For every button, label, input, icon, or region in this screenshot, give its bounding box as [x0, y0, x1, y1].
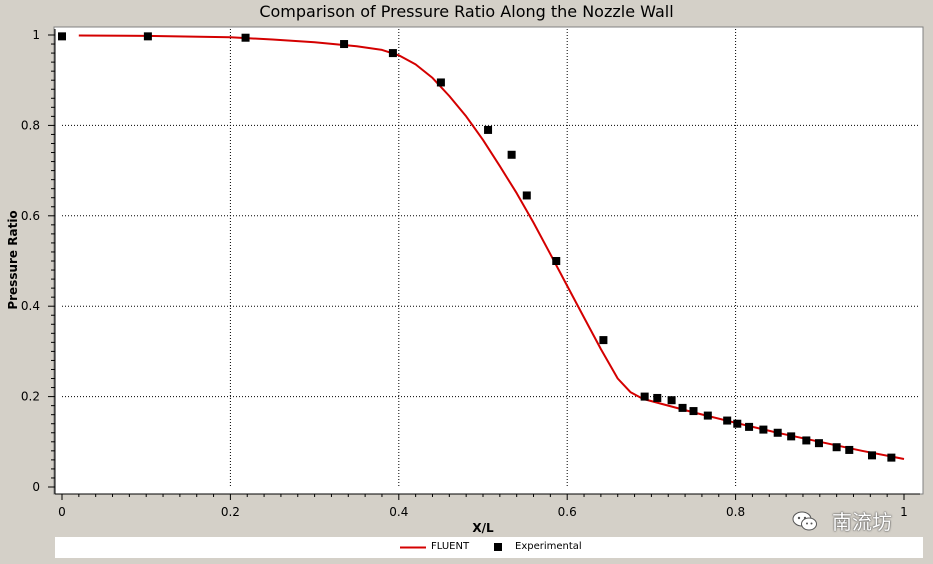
- experimental-point: [733, 419, 742, 428]
- legend-experimental-label: Experimental: [515, 541, 582, 552]
- y-tick-label: 0.8: [21, 118, 40, 132]
- experimental-point: [552, 257, 561, 265]
- experimental-point: [58, 32, 66, 41]
- x-tick-label: 0.4: [389, 505, 408, 519]
- y-tick-label: 0.2: [21, 390, 40, 404]
- experimental-point: [787, 432, 796, 441]
- experimental-point: [868, 451, 877, 460]
- y-axis-label: Pressure Ratio: [6, 210, 20, 309]
- y-tick-label: 1: [32, 28, 40, 42]
- experimental-point: [745, 422, 754, 431]
- experimental-point: [241, 33, 250, 42]
- x-axis-label: X/L: [472, 521, 494, 535]
- series-line-fluent: [78, 34, 905, 460]
- x-tick-label: 0.8: [726, 505, 745, 519]
- experimental-point: [507, 150, 516, 159]
- experimental-point: [759, 425, 768, 434]
- chart-title: Comparison of Pressure Ratio Along the N…: [259, 2, 674, 21]
- series-layer: [58, 32, 905, 462]
- legend: FLUENT Experimental: [55, 537, 923, 558]
- y-tick-label: 0: [32, 480, 40, 494]
- experimental-point: [667, 396, 676, 405]
- experimental-point: [845, 445, 854, 454]
- experimental-point: [143, 32, 152, 41]
- experimental-point: [773, 428, 782, 437]
- x-tick-label: 0.2: [221, 505, 240, 519]
- legend-fluent-label: FLUENT: [431, 541, 470, 552]
- x-tick-label: 0: [58, 505, 66, 519]
- experimental-point: [814, 439, 823, 448]
- experimental-point: [723, 416, 732, 425]
- plot-background: [53, 26, 924, 495]
- experimental-point: [640, 392, 649, 401]
- experimental-point: [340, 40, 349, 49]
- experimental-point: [832, 443, 841, 452]
- y-tick-label: 0.4: [21, 299, 40, 313]
- experimental-point: [599, 336, 608, 345]
- x-tick-label: 1: [900, 505, 908, 519]
- tick-labels: 0 0.2 0.4 0.6 0.8 1 0 0.2 0.4 0.6 0.8 1: [21, 28, 908, 519]
- experimental-point: [703, 411, 712, 420]
- experimental-point: [653, 393, 662, 402]
- experimental-point: [802, 436, 811, 445]
- grid-lines: [62, 29, 920, 487]
- experimental-point: [436, 78, 445, 87]
- axes: [48, 29, 920, 500]
- y-tick-label: 0.6: [21, 209, 40, 223]
- legend-experimental-swatch: [494, 543, 502, 551]
- watermark-text: 南流坊: [832, 510, 892, 534]
- wechat-icon: [792, 511, 817, 531]
- experimental-point: [689, 407, 698, 416]
- legend-fluent-swatch: [400, 546, 426, 549]
- experimental-point: [484, 125, 493, 134]
- x-tick-label: 0.6: [558, 505, 577, 519]
- experimental-point: [388, 49, 397, 58]
- experimental-point: [887, 453, 896, 462]
- experimental-point: [678, 403, 687, 412]
- experimental-point: [522, 191, 531, 200]
